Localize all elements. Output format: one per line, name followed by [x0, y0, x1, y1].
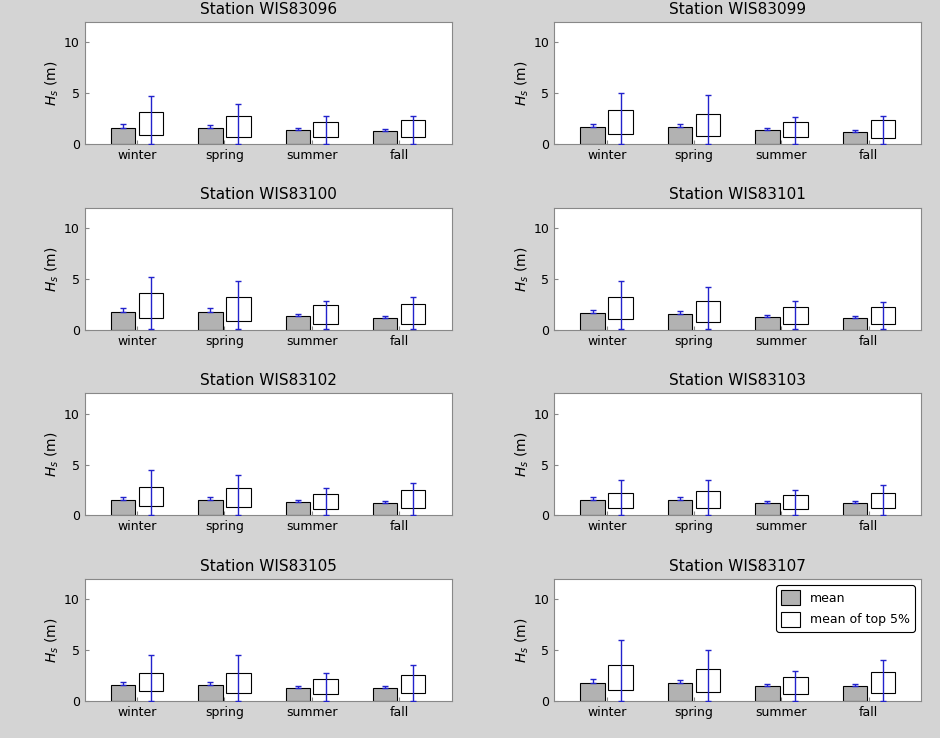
- Bar: [696, 491, 720, 508]
- Bar: [755, 686, 779, 701]
- Bar: [400, 675, 425, 693]
- Bar: [581, 127, 605, 144]
- Bar: [608, 297, 633, 319]
- Bar: [696, 669, 720, 692]
- Title: Station WIS83105: Station WIS83105: [199, 559, 337, 573]
- Bar: [314, 679, 338, 694]
- Bar: [198, 311, 223, 330]
- Y-axis label: $H_s$ (m): $H_s$ (m): [513, 617, 531, 663]
- Y-axis label: $H_s$ (m): $H_s$ (m): [513, 246, 531, 292]
- Y-axis label: $H_s$ (m): $H_s$ (m): [43, 246, 61, 292]
- Bar: [400, 490, 425, 508]
- Bar: [227, 672, 251, 693]
- Bar: [696, 114, 720, 136]
- Bar: [314, 494, 338, 509]
- Bar: [667, 314, 692, 330]
- Title: Station WIS83099: Station WIS83099: [669, 1, 807, 17]
- Bar: [400, 305, 425, 324]
- Bar: [198, 685, 223, 701]
- Y-axis label: $H_s$ (m): $H_s$ (m): [513, 432, 531, 477]
- Bar: [581, 500, 605, 515]
- Bar: [198, 128, 223, 144]
- Bar: [373, 317, 398, 330]
- Bar: [783, 122, 807, 137]
- Bar: [608, 493, 633, 508]
- Bar: [286, 316, 310, 330]
- Bar: [842, 686, 867, 701]
- Bar: [286, 130, 310, 144]
- Y-axis label: $H_s$ (m): $H_s$ (m): [43, 432, 61, 477]
- Bar: [667, 127, 692, 144]
- Bar: [314, 306, 338, 324]
- Bar: [870, 672, 895, 693]
- Bar: [608, 110, 633, 134]
- Legend: mean, mean of top 5%: mean, mean of top 5%: [776, 585, 915, 632]
- Bar: [842, 132, 867, 144]
- Bar: [608, 666, 633, 690]
- Y-axis label: $H_s$ (m): $H_s$ (m): [43, 617, 61, 663]
- Bar: [139, 487, 164, 506]
- Title: Station WIS83101: Station WIS83101: [669, 187, 807, 202]
- Bar: [286, 688, 310, 701]
- Bar: [286, 503, 310, 515]
- Bar: [870, 493, 895, 508]
- Y-axis label: $H_s$ (m): $H_s$ (m): [513, 61, 531, 106]
- Bar: [783, 677, 807, 694]
- Title: Station WIS83102: Station WIS83102: [199, 373, 337, 388]
- Bar: [373, 688, 398, 701]
- Bar: [111, 128, 135, 144]
- Bar: [227, 297, 251, 321]
- Bar: [314, 122, 338, 137]
- Y-axis label: $H_s$ (m): $H_s$ (m): [43, 61, 61, 106]
- Bar: [870, 308, 895, 324]
- Bar: [139, 672, 164, 691]
- Bar: [139, 293, 164, 317]
- Title: Station WIS83096: Station WIS83096: [199, 1, 337, 17]
- Title: Station WIS83103: Station WIS83103: [669, 373, 807, 388]
- Bar: [667, 500, 692, 515]
- Bar: [667, 683, 692, 701]
- Bar: [696, 301, 720, 322]
- Bar: [581, 683, 605, 701]
- Bar: [783, 308, 807, 324]
- Bar: [198, 500, 223, 515]
- Bar: [842, 503, 867, 515]
- Bar: [227, 116, 251, 137]
- Title: Station WIS83107: Station WIS83107: [669, 559, 807, 573]
- Bar: [842, 317, 867, 330]
- Bar: [373, 503, 398, 515]
- Bar: [783, 495, 807, 509]
- Bar: [581, 313, 605, 330]
- Bar: [111, 311, 135, 330]
- Title: Station WIS83100: Station WIS83100: [199, 187, 337, 202]
- Bar: [755, 130, 779, 144]
- Bar: [227, 488, 251, 507]
- Bar: [373, 131, 398, 144]
- Bar: [111, 685, 135, 701]
- Bar: [111, 500, 135, 515]
- Bar: [139, 111, 164, 135]
- Bar: [755, 317, 779, 330]
- Bar: [870, 120, 895, 138]
- Bar: [400, 120, 425, 137]
- Bar: [755, 503, 779, 515]
